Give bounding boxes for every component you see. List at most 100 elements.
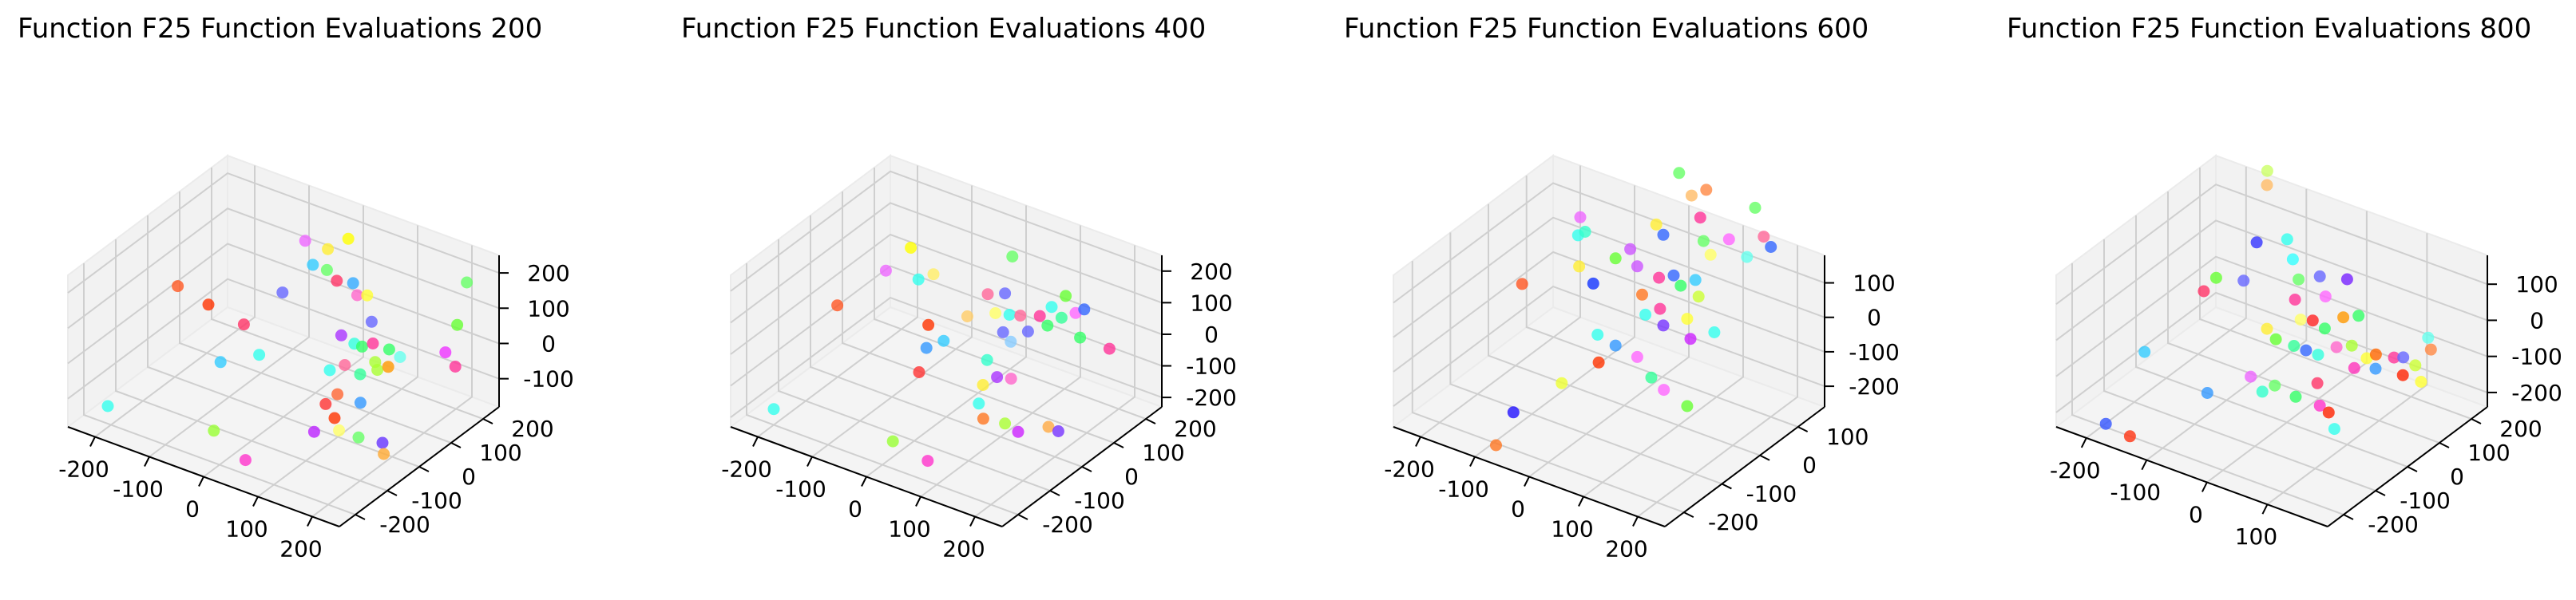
scatter-point — [1609, 252, 1622, 265]
scatter-point — [999, 417, 1012, 430]
z-tick-label: -200 — [2511, 380, 2562, 406]
x-tick-label: -200 — [2050, 457, 2101, 484]
scatter-point — [913, 366, 925, 378]
scatter-point — [1574, 211, 1587, 223]
grid-line — [211, 168, 484, 420]
y-tick-label: 200 — [1174, 416, 1216, 442]
grid-line — [67, 207, 500, 330]
x-tick-label: 0 — [1511, 496, 1525, 523]
grid-line — [147, 215, 420, 468]
x-tick-label: -100 — [2110, 480, 2162, 506]
grid-line — [730, 202, 1163, 324]
scatter-point — [449, 361, 462, 373]
y-tick-label: 0 — [1802, 452, 1817, 479]
y-tick-mark — [386, 490, 398, 496]
scatter-point — [2289, 390, 2302, 403]
y-tick-mark — [1113, 442, 1124, 448]
scatter-point — [2396, 369, 2409, 381]
x-tick-label: 200 — [1605, 536, 1647, 562]
scatter-point — [322, 243, 335, 255]
scatter-point — [2123, 430, 2136, 443]
z-tick-label: 0 — [1204, 322, 1219, 348]
z-tick-label: -100 — [1186, 353, 1237, 380]
x-tick-label: 0 — [2189, 501, 2203, 527]
scatter-point — [1689, 274, 1702, 286]
scatter-point — [439, 346, 452, 359]
scatter-point — [1006, 251, 1019, 262]
grid-line — [1411, 261, 1685, 514]
y-tick-label: 200 — [511, 416, 553, 442]
scatter-point — [1052, 425, 1064, 437]
scatter-point — [977, 412, 989, 425]
grid-line — [1528, 205, 1690, 478]
scatter-point — [382, 361, 394, 373]
scatter-point — [347, 277, 359, 290]
scatter-point — [1657, 228, 1670, 241]
scatter-point — [922, 318, 935, 331]
scatter-point — [2422, 331, 2435, 344]
x-tick-label: 0 — [185, 496, 200, 523]
scatter-point — [2424, 343, 2437, 356]
scatter-point — [905, 242, 917, 254]
scatter-point — [991, 371, 1004, 384]
grid-line — [2071, 263, 2344, 515]
grid-line — [2103, 239, 2376, 491]
grid-line — [778, 239, 1051, 491]
scatter-point — [973, 397, 985, 410]
scatter-point — [2288, 340, 2301, 352]
x-tick-mark — [2201, 481, 2208, 492]
scatter-point — [2397, 351, 2410, 364]
scatter-point — [1021, 326, 1034, 338]
scatter-point — [1033, 310, 1046, 322]
scatter-point — [2313, 399, 2326, 412]
x-tick-label: 100 — [1551, 516, 1593, 543]
x-tick-mark — [252, 496, 259, 507]
scatter-point — [831, 299, 844, 312]
scatter-point — [2300, 344, 2312, 357]
x-tick-label: -200 — [58, 456, 109, 483]
y-tick-label: 100 — [2467, 440, 2510, 466]
grid-line — [2055, 255, 2488, 377]
scatter-point — [2209, 271, 2222, 284]
grid-line — [810, 215, 1083, 468]
x-tick-mark — [2261, 503, 2269, 515]
scatter-point — [1012, 425, 1024, 438]
scatter-point — [276, 286, 289, 299]
scatter-point — [2337, 311, 2350, 324]
scatter-point — [1516, 278, 1528, 290]
scatter-point — [335, 329, 347, 341]
scatter-point — [307, 425, 320, 438]
scatter-point — [1645, 371, 1658, 384]
x-tick-mark — [806, 456, 813, 467]
y-tick-label: -200 — [2368, 511, 2419, 538]
scatter-point — [1636, 288, 1648, 301]
scatter-point — [2352, 310, 2365, 322]
z-tick-label: 0 — [1867, 305, 1881, 331]
grid-line — [2266, 233, 2428, 506]
scatter-point — [2245, 370, 2257, 383]
scatter-point — [2138, 345, 2151, 358]
y-tick-mark — [2407, 466, 2418, 472]
x-tick-mark — [1469, 456, 1476, 467]
scatter-point — [2409, 359, 2422, 372]
y-tick-label: -200 — [379, 511, 430, 538]
scatter-point — [2318, 322, 2331, 335]
scatter-point — [2369, 362, 2382, 375]
scatter-point — [1587, 277, 1599, 290]
y-tick-label: 100 — [479, 440, 521, 466]
x-tick-mark — [2080, 437, 2087, 448]
grid-line — [1449, 232, 1722, 485]
scatter-point — [2293, 273, 2305, 286]
y-tick-label: 0 — [1124, 464, 1139, 490]
grid-line — [1393, 251, 1825, 373]
y-tick-label: 100 — [1826, 424, 1869, 450]
grid-line — [874, 168, 1147, 420]
scatter-point — [981, 288, 994, 301]
grid-line — [1393, 216, 1825, 338]
z-tick-label: 100 — [2515, 271, 2558, 298]
scatter-point — [352, 431, 365, 444]
scatter-point — [1758, 231, 1770, 243]
scatter-point — [354, 397, 367, 409]
scatter-point — [1579, 226, 1591, 238]
z-tick-label: 200 — [1190, 259, 1232, 285]
